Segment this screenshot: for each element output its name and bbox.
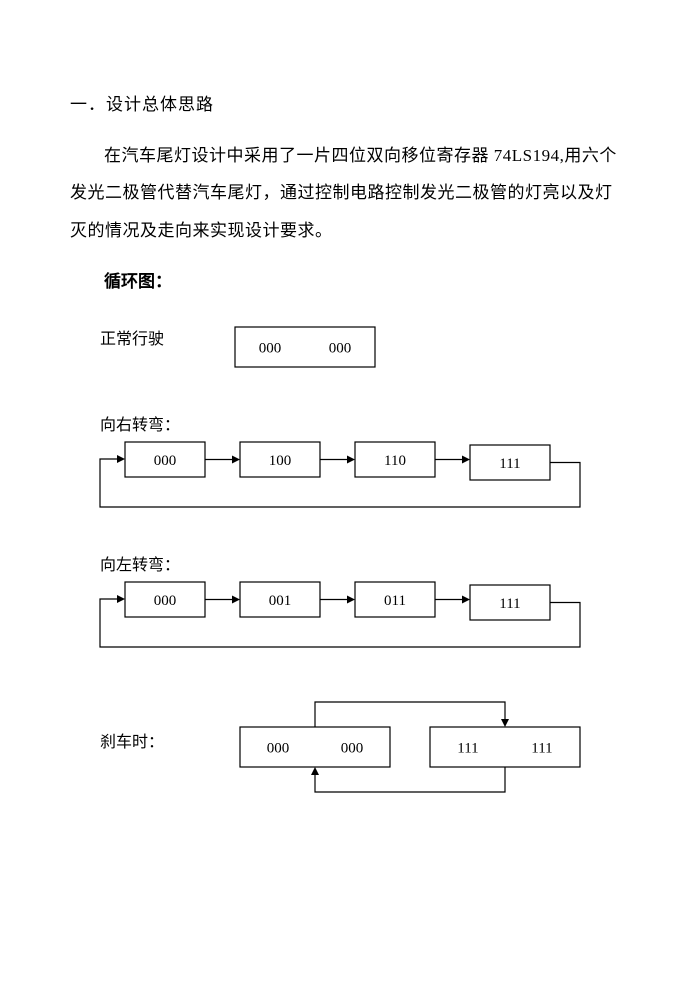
diagram-left-turn: 向左转弯： 000 001 011 111 bbox=[70, 552, 625, 662]
left-text-3: 111 bbox=[499, 596, 520, 612]
right-text-1: 100 bbox=[269, 453, 292, 469]
left-text-1: 001 bbox=[269, 593, 292, 609]
state-box bbox=[235, 327, 375, 367]
label-normal: 正常行驶 bbox=[100, 330, 164, 348]
section-heading: 一．设计总体思路 bbox=[70, 90, 625, 115]
body-paragraph: 在汽车尾灯设计中采用了一片四位双向移位寄存器 74LS194,用六个发光二极管代… bbox=[70, 137, 625, 249]
right-text-2: 110 bbox=[384, 453, 406, 469]
right-text-3: 111 bbox=[499, 456, 520, 472]
brake-b-left: 111 bbox=[457, 741, 478, 757]
diagram-right-turn: 向右转弯： 000 100 110 111 bbox=[70, 412, 625, 522]
brake-box-a bbox=[240, 727, 390, 767]
right-text-0: 000 bbox=[154, 453, 177, 469]
state-text-left: 000 bbox=[259, 341, 282, 357]
left-text-2: 011 bbox=[384, 593, 406, 609]
diagram-brake: 刹车时： 000 000 111 111 bbox=[70, 692, 625, 807]
brake-box-b bbox=[430, 727, 580, 767]
left-label: 向左转弯： bbox=[100, 556, 180, 574]
subheading: 循环图： bbox=[70, 267, 625, 292]
brake-a-left: 000 bbox=[267, 741, 290, 757]
brake-label: 刹车时： bbox=[100, 733, 164, 751]
right-label: 向右转弯： bbox=[100, 416, 180, 434]
diagram-normal: 正常行驶 000 000 bbox=[70, 322, 625, 382]
state-text-right: 000 bbox=[329, 341, 352, 357]
brake-a-right: 000 bbox=[341, 741, 364, 757]
left-text-0: 000 bbox=[154, 593, 177, 609]
brake-b-right: 111 bbox=[531, 741, 552, 757]
